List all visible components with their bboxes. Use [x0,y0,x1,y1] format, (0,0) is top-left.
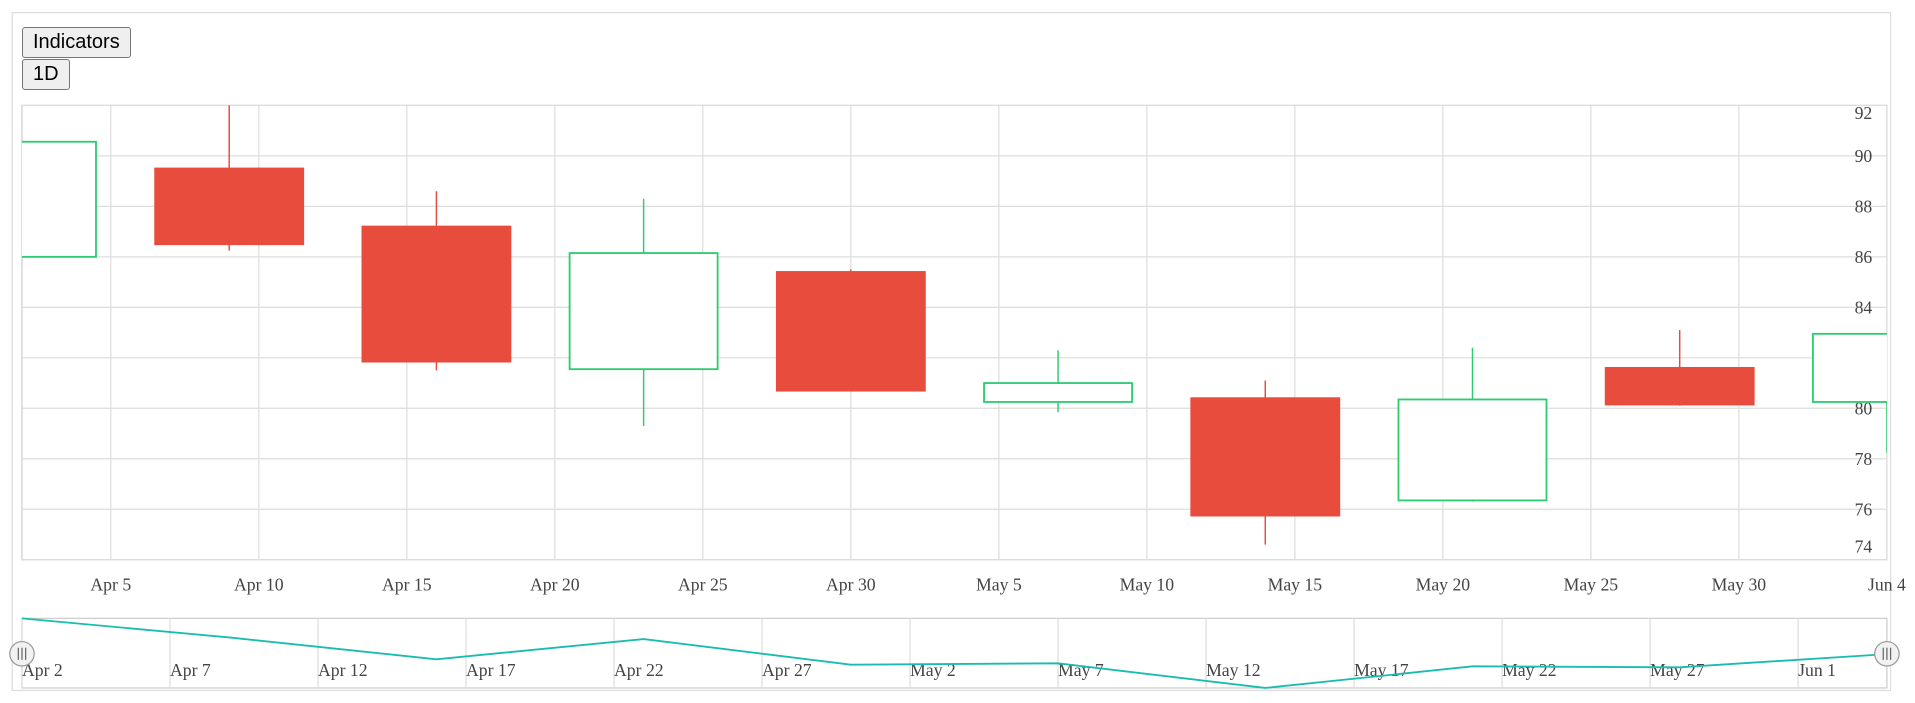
candle-body [1397,398,1548,502]
x-tick-label: Apr 25 [678,574,728,594]
candle-body [154,167,305,246]
navigator-tick-label: May 27 [1650,660,1705,680]
interval-button[interactable]: 1D [22,59,70,90]
navigator-tick-label: Jun 1 [1798,660,1836,680]
x-tick-label: Apr 15 [382,574,432,594]
candle-body [361,225,512,363]
y-tick-label: 88 [1855,196,1873,216]
x-tick-label: May 20 [1416,574,1471,594]
x-tick-label: Jun 4 [1868,574,1906,594]
candle-body [568,252,719,371]
navigator-handle[interactable] [9,640,35,667]
chart-border [11,11,1892,692]
navigator-tick-label: May 7 [1058,660,1104,680]
y-tick-label: 78 [1855,449,1873,469]
indicators-button[interactable]: Indicators [22,27,131,58]
x-tick-label: May 10 [1120,574,1175,594]
navigator-tick-label: Apr 27 [762,660,812,680]
x-tick-label: Apr 30 [826,574,876,594]
navigator-tick-label: May 2 [910,660,956,680]
candle-body [1604,366,1755,406]
x-tick-label: May 15 [1268,574,1323,594]
x-tick-label: May 30 [1712,574,1767,594]
candle-body [21,140,97,258]
navigator-tick-label: Apr 12 [318,660,368,680]
navigator-tick-label: Apr 17 [466,660,516,680]
x-tick-label: May 25 [1564,574,1619,594]
x-tick-label: Apr 10 [234,574,284,594]
candle-body [775,271,926,392]
navigator-tick-label: Apr 2 [22,660,63,680]
y-tick-label: 86 [1855,247,1873,267]
y-tick-label: 84 [1855,297,1873,317]
navigator-line [21,617,1887,689]
x-tick-label: Apr 20 [530,574,580,594]
navigator: Apr 2 Apr 7 Apr 12 Apr 17 Apr 22 Apr 27 May 2 M… [9,617,1900,689]
y-tick-label: 92 [1855,103,1873,123]
y-tick-label: 80 [1855,398,1873,418]
y-tick-label: 76 [1855,499,1873,519]
navigator-tick-label: Apr 22 [614,660,664,680]
y-tick-label: 90 [1855,146,1873,166]
candle-body [1190,397,1341,517]
candle-body [1811,332,1887,403]
y-tick-label: 74 [1855,536,1873,556]
x-tick-label: Apr 5 [90,574,131,594]
navigator-tick-label: May 22 [1502,660,1557,680]
plot-area [21,105,1887,545]
candle-body [983,382,1133,403]
navigator-tick-label: Apr 7 [170,660,211,680]
navigator-tick-label: May 12 [1206,660,1261,680]
x-tick-label: May 5 [976,574,1022,594]
navigator-handle[interactable] [1874,640,1900,667]
